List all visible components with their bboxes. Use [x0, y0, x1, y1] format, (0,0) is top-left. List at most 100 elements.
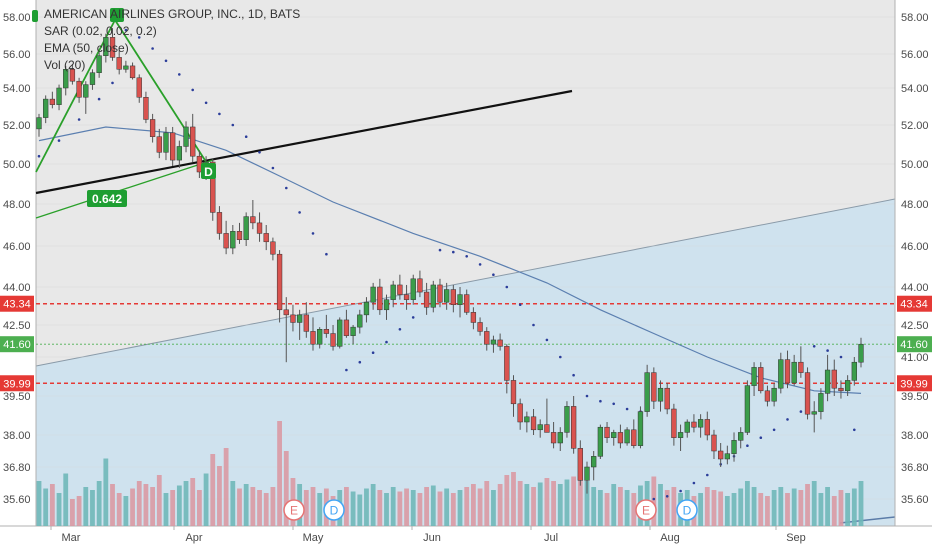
volume-bar [90, 490, 95, 526]
event-marker-label: E [642, 504, 650, 518]
volume-bar [76, 496, 82, 526]
candle-body [838, 387, 844, 392]
sar-dot [799, 410, 803, 413]
sar-dot [325, 252, 328, 256]
volume-bar [744, 481, 750, 526]
candle-body [390, 284, 396, 300]
volume-bar [277, 421, 282, 526]
price-tag-left [0, 295, 34, 312]
candle-body [597, 426, 604, 457]
event-marker [676, 499, 698, 521]
volume-bar [791, 488, 797, 526]
volume-bar [364, 488, 369, 526]
volume-bar [477, 488, 483, 526]
candle-body [176, 146, 182, 161]
volume-bar [56, 493, 62, 526]
candle-body [544, 424, 550, 433]
candle-body [744, 385, 751, 433]
candle-body [296, 314, 303, 323]
volume-bar [310, 487, 316, 526]
y-tick-label-right: 39.50 [901, 391, 929, 403]
volume-bar [825, 487, 830, 526]
candle-body [216, 212, 223, 234]
volume-bar [664, 490, 670, 526]
sar-dot [518, 303, 522, 307]
candle-body [477, 322, 483, 332]
candle-body [163, 132, 169, 153]
volume-bar [577, 473, 583, 526]
candle-body [129, 65, 136, 79]
candle-body [497, 339, 503, 347]
y-tick-label-right: 44.00 [901, 282, 929, 294]
volume-bar [250, 487, 256, 526]
volume-bar [564, 479, 570, 526]
volume-bar [537, 482, 543, 526]
volume-bar [531, 487, 536, 526]
candle-body [758, 367, 764, 392]
volume-bar [263, 493, 269, 526]
candle-body [290, 314, 296, 323]
sar-dot [164, 59, 168, 63]
candle-body [63, 69, 69, 89]
volume-bar [384, 493, 389, 526]
volume-bar [110, 484, 115, 526]
sar-dot [572, 373, 575, 377]
volume-bar [765, 496, 770, 526]
volume-bar [377, 490, 383, 526]
candle-body [417, 278, 423, 293]
candle-body [377, 286, 383, 311]
candle-body [711, 434, 717, 452]
sar-dot [204, 101, 208, 105]
volume-bar [410, 490, 416, 526]
candle-body [664, 387, 670, 410]
candle-body [464, 294, 470, 313]
price-tag-left [0, 375, 34, 392]
candle-body [156, 136, 162, 153]
candle-body [457, 294, 463, 305]
volume-bar [223, 448, 229, 526]
volume-bar [49, 484, 55, 526]
candle-body [397, 284, 403, 295]
candle-body [557, 432, 563, 444]
candle-body [96, 55, 102, 73]
y-tick-label-right: 58.00 [901, 12, 929, 24]
candle-body [530, 416, 537, 431]
candle-body [490, 339, 497, 345]
sar-dot [772, 428, 776, 432]
sar-dot [258, 151, 261, 154]
sar-dot [532, 323, 535, 327]
volume-bar [183, 481, 189, 526]
sar-dot [385, 340, 388, 344]
candle-body [256, 222, 263, 234]
volume-bar [350, 491, 356, 526]
sar-dot [411, 316, 415, 319]
sar-dot [679, 489, 682, 493]
volume-bar [597, 490, 603, 526]
legend-sar: SAR (0.02, 0.02, 0.2) [44, 24, 157, 38]
event-marker [323, 499, 345, 521]
volume-bar [704, 487, 710, 526]
volume-bar [511, 472, 516, 526]
candle-body [283, 309, 289, 316]
candle-body [604, 426, 610, 438]
candle-body [49, 98, 56, 105]
volume-bar [771, 490, 777, 526]
y-tick-label-right: 46.00 [901, 241, 929, 253]
sar-dot [57, 139, 61, 142]
volume-bar [798, 490, 804, 526]
candle-body [76, 80, 82, 98]
price-tag-right-text: 41.60 [900, 339, 928, 351]
volume-bar [424, 487, 430, 526]
volume-bar [203, 473, 209, 526]
volume-bar [143, 484, 149, 526]
volume-bar [811, 481, 817, 526]
candle-body [570, 406, 577, 449]
candle-body [637, 411, 644, 446]
candle-body [250, 216, 256, 224]
candle-body [651, 372, 657, 402]
volume-bar [851, 488, 857, 526]
candle-body [343, 319, 350, 336]
price-tag-left-text: 39.99 [3, 378, 31, 390]
